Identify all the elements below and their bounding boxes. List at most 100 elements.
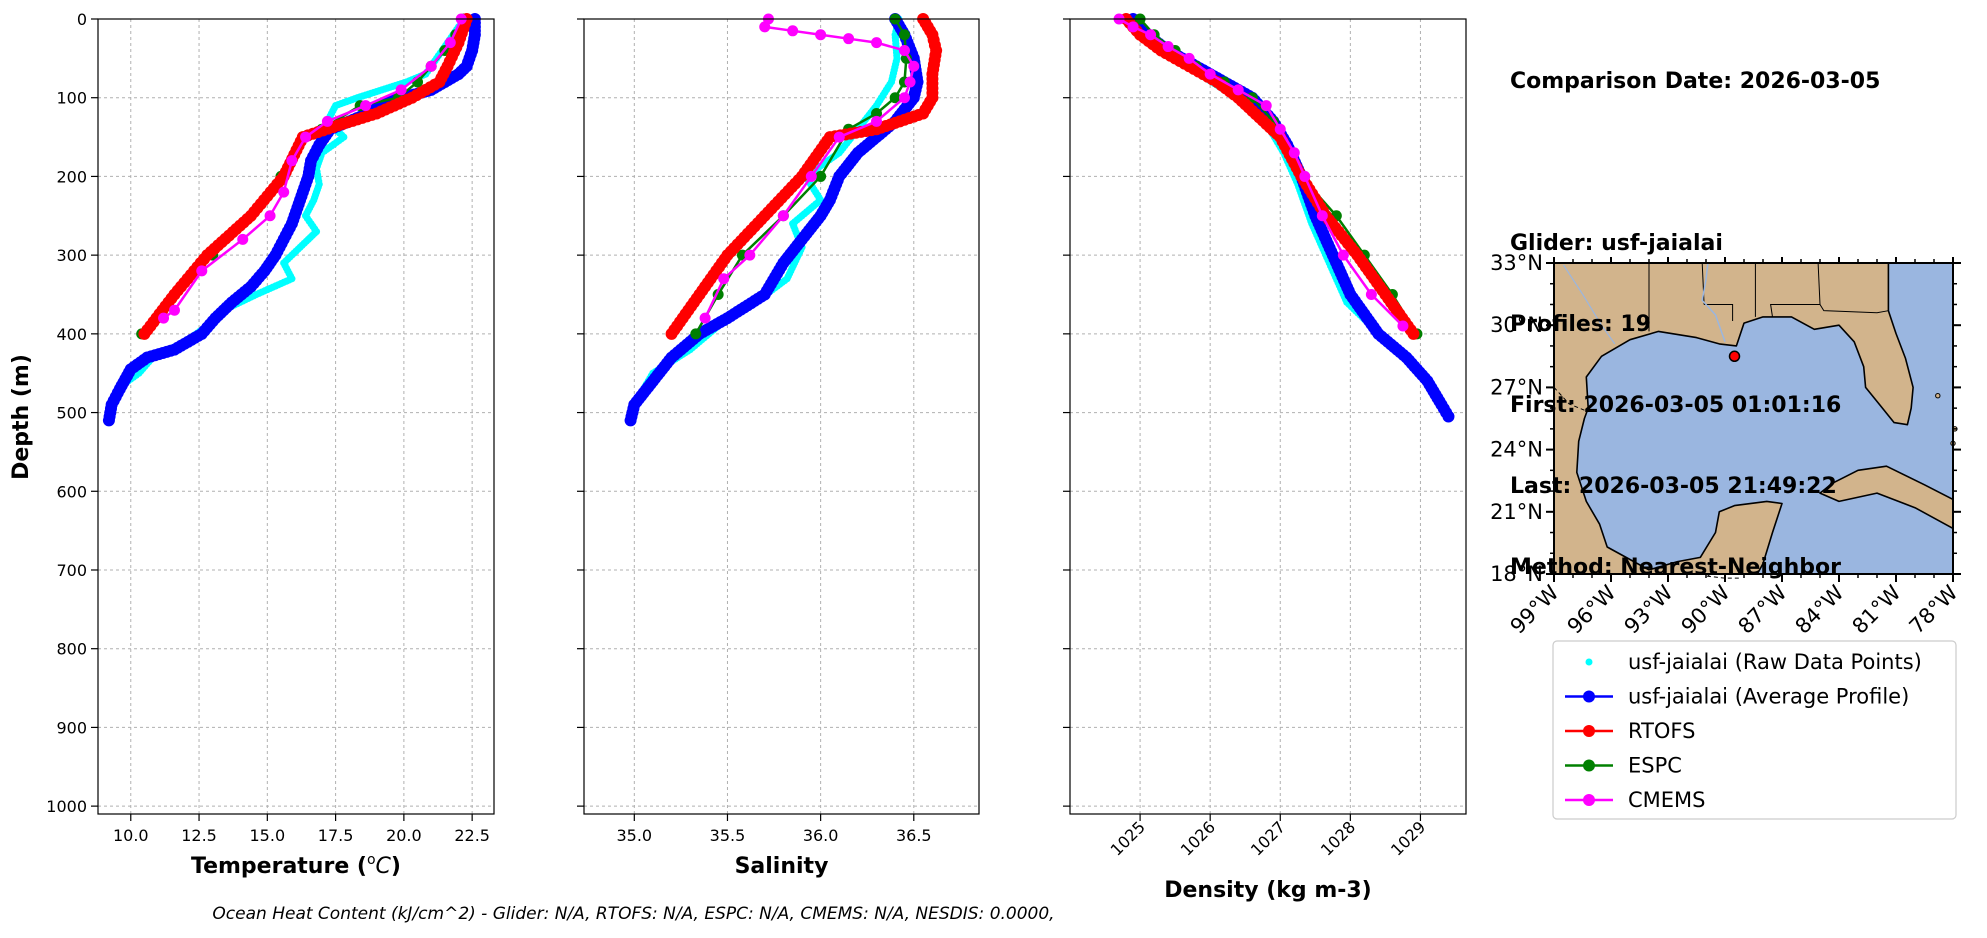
density-cmems-marker bbox=[1288, 147, 1300, 159]
salinity-xtick-label: 35.5 bbox=[710, 826, 746, 845]
temperature-xtick-label: 17.5 bbox=[318, 826, 354, 845]
temperature-xtick-label: 22.5 bbox=[454, 826, 490, 845]
density-cmems-marker bbox=[1162, 41, 1174, 53]
salinity-cmems-marker bbox=[908, 60, 920, 72]
temperature-cmems-line bbox=[162, 18, 463, 320]
temperature-cmems-marker bbox=[425, 60, 437, 72]
temperature-cmems-marker bbox=[300, 131, 312, 143]
legend-swatch-marker bbox=[1583, 794, 1595, 806]
depth-tick-label: 0 bbox=[77, 10, 87, 29]
temperature-rtofs-marker bbox=[138, 327, 151, 340]
temperature-cmems-marker bbox=[360, 100, 372, 112]
temperature-xtick-label: 10.0 bbox=[113, 826, 149, 845]
ohc-footer: Ocean Heat Content (kJ/cm^2) - Glider: N… bbox=[0, 904, 1987, 924]
legend-label: CMEMS bbox=[1628, 788, 1706, 812]
map-frame bbox=[1553, 262, 1954, 575]
legend-label: RTOFS bbox=[1628, 719, 1695, 743]
salinity-xtick-label: 36.0 bbox=[803, 826, 839, 845]
legend-label: ESPC bbox=[1628, 754, 1682, 778]
temperature-cmems-marker bbox=[158, 312, 170, 324]
density-cmems-line bbox=[1118, 17, 1404, 327]
temperature-xtick-label: 20.0 bbox=[386, 826, 422, 845]
legend-swatch-marker bbox=[1583, 725, 1595, 737]
spacer bbox=[1510, 149, 1880, 176]
depth-tick-label: 1000 bbox=[46, 797, 87, 816]
map-country-border bbox=[1705, 573, 1741, 579]
density-cmems-marker bbox=[1365, 288, 1377, 300]
legend-label: usf-jaialai (Average Profile) bbox=[1628, 685, 1909, 709]
legend-frame bbox=[1552, 640, 1957, 820]
salinity-xtick-label: 35.0 bbox=[616, 826, 652, 845]
salinity-espc-marker bbox=[815, 170, 827, 182]
density-xtick-label: 1029 bbox=[1387, 817, 1429, 859]
map-island bbox=[1935, 392, 1941, 399]
salinity-espc-marker bbox=[871, 107, 883, 119]
salinity-cmems-marker bbox=[898, 44, 910, 56]
salinity-cmems-marker bbox=[805, 170, 817, 182]
density-cmems-marker bbox=[1127, 21, 1139, 33]
density-cmems-marker bbox=[1397, 320, 1409, 332]
density-cmems-marker bbox=[1274, 123, 1286, 135]
depth-tick-label: 800 bbox=[56, 640, 87, 659]
density-cmems-marker bbox=[1232, 84, 1244, 96]
temperature-cmems-marker bbox=[444, 37, 456, 49]
depth-tick-label: 700 bbox=[56, 561, 87, 580]
salinity-cmems-marker bbox=[871, 37, 883, 49]
depth-tick-label: 300 bbox=[56, 246, 87, 265]
map-state-border bbox=[1701, 262, 1705, 305]
map-lat-label: 33°N bbox=[1490, 251, 1543, 275]
salinity-cmems-marker bbox=[718, 273, 730, 285]
temperature-cmems-marker bbox=[168, 304, 180, 316]
density-cmems-marker bbox=[1183, 52, 1195, 64]
map-lon-label: 78°W bbox=[1905, 580, 1963, 638]
temperature-axis-label: Temperature (oC) bbox=[191, 852, 401, 879]
salinity-cmems-marker bbox=[815, 29, 827, 41]
density-panel: 1025 1026 1027 1028 1029 Density (kg m-3) bbox=[1063, 13, 1467, 903]
temperature-cmems-marker bbox=[278, 186, 290, 198]
depth-tick-label: 900 bbox=[56, 718, 87, 737]
map-country-border bbox=[1553, 387, 1585, 411]
salinity-glider-average-marker bbox=[624, 414, 637, 427]
temperature-panel: 10.0 12.5 15.0 17.5 20.0 22.5 0 100 200 300 400 500… bbox=[46, 10, 495, 879]
map-lat-label: 30°N bbox=[1490, 313, 1543, 337]
legend-swatch-dot bbox=[1585, 658, 1593, 666]
temperature-xtick-label: 15.0 bbox=[250, 826, 286, 845]
salinity-cmems-marker bbox=[744, 249, 756, 261]
temperature-cmems-marker bbox=[286, 155, 298, 167]
glider-location-marker bbox=[1728, 350, 1741, 363]
density-axis-label: Density (kg m-3) bbox=[1164, 878, 1372, 903]
ohc-footer-text: Ocean Heat Content (kJ/cm^2) - Glider: N… bbox=[212, 904, 1055, 924]
depth-tick-label: 600 bbox=[56, 482, 87, 501]
temperature-cmems-marker bbox=[264, 210, 276, 222]
temperature-glider-average-marker bbox=[102, 414, 115, 427]
temperature-xtick-label: 12.5 bbox=[181, 826, 217, 845]
depth-tick-label: 400 bbox=[56, 325, 87, 344]
map-river bbox=[1701, 262, 1726, 343]
density-cmems-marker bbox=[1260, 100, 1272, 112]
temperature-cmems-marker bbox=[321, 115, 333, 127]
density-xtick-label: 1025 bbox=[1107, 817, 1149, 859]
density-xtick-label: 1026 bbox=[1177, 817, 1219, 859]
depth-axis-label: Depth (m) bbox=[9, 354, 34, 480]
map-ocean-coastline bbox=[1576, 262, 1954, 575]
density-cmems-marker bbox=[1145, 29, 1157, 41]
salinity-cmems-marker bbox=[787, 25, 799, 37]
depth-tick-label: 500 bbox=[56, 404, 87, 423]
temperature-cmems-marker bbox=[196, 265, 208, 277]
salinity-cmems-marker bbox=[699, 312, 711, 324]
map-lat-label: 24°N bbox=[1490, 438, 1543, 462]
salinity-cmems-marker bbox=[898, 92, 910, 104]
first-profile-text: First: 2026-03-05 01:01:16 bbox=[1510, 393, 1842, 418]
salinity-espc-marker bbox=[690, 328, 702, 340]
salinity-cmems-marker bbox=[833, 131, 845, 143]
map-lat-label: 27°N bbox=[1490, 375, 1543, 399]
temperature-cmems-marker bbox=[395, 84, 407, 96]
salinity-cmems-marker bbox=[871, 115, 883, 127]
salinity-rtofs-marker bbox=[665, 327, 678, 340]
map-state-border bbox=[1819, 304, 1889, 314]
salinity-cmems-marker bbox=[759, 21, 771, 33]
map-lat-label: 21°N bbox=[1490, 500, 1543, 524]
density-cmems-marker bbox=[1316, 210, 1328, 222]
